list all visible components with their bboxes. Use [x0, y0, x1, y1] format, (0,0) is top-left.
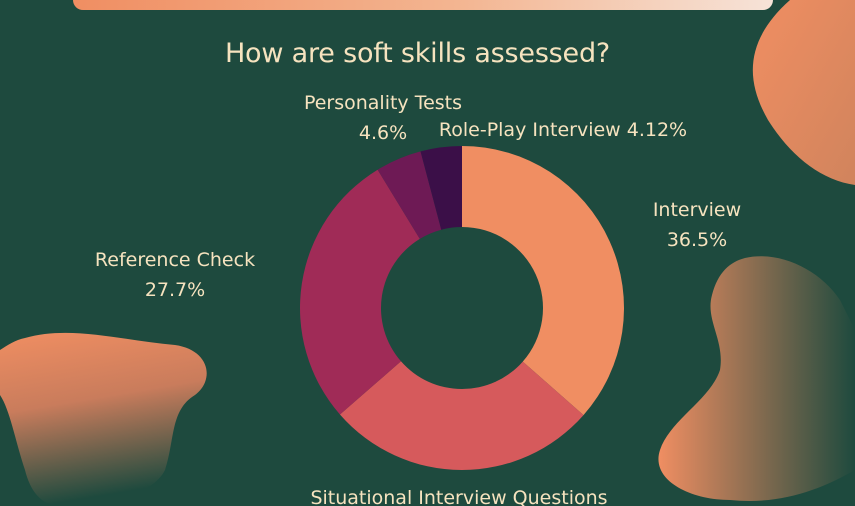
label-reference-check: Reference Check — [95, 249, 255, 271]
label-personality-tests: Personality Tests — [304, 92, 462, 114]
slice-role-play-interview — [420, 146, 462, 230]
label-situational-interview-questions: Situational Interview Questions — [310, 487, 607, 506]
value-label-interview: 36.5% — [667, 229, 727, 251]
blob-left — [0, 332, 207, 506]
slice-situational-interview-questions — [339, 361, 584, 471]
label-role-play-interview: Role-Play Interview 4.12% — [439, 119, 687, 141]
slice-personality-tests — [377, 151, 442, 239]
value-label-reference-check: 27.7% — [145, 279, 205, 301]
slice-reference-check — [300, 169, 420, 415]
blob-top-right — [752, 0, 855, 185]
chart-title: How are soft skills assessed? — [224, 38, 611, 69]
blob-right — [658, 256, 855, 501]
label-interview: Interview — [653, 199, 741, 221]
slice-interview — [462, 146, 624, 416]
top-banner — [73, 0, 773, 10]
value-label-personality-tests: 4.6% — [359, 122, 407, 144]
